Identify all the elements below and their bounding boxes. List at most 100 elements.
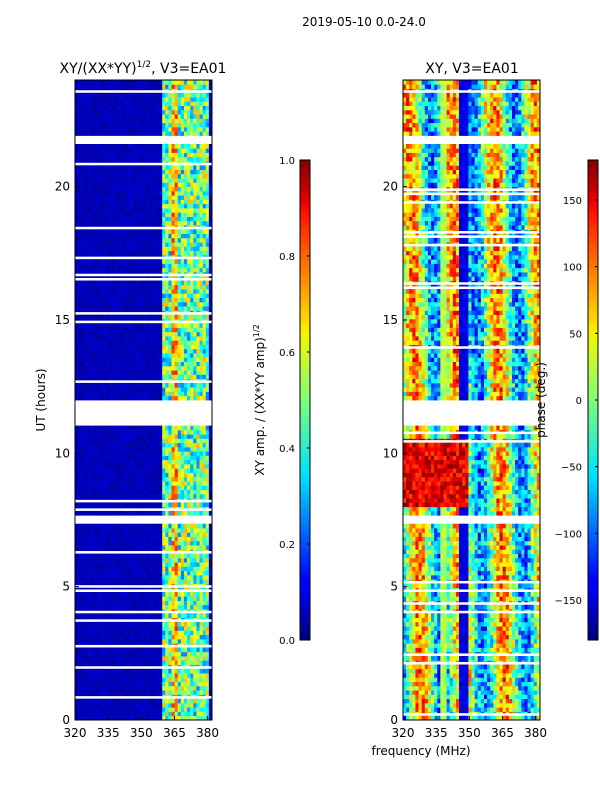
- heatmap-cell: [143, 425, 148, 431]
- heatmap-cell: [177, 553, 182, 559]
- heatmap-cell: [140, 374, 144, 380]
- heatmap-cell: [149, 353, 154, 358]
- heatmap-cell: [90, 331, 95, 337]
- heatmap-cell: [149, 587, 154, 590]
- heatmap-cell: [155, 297, 160, 303]
- heatmap-cell: [193, 429, 197, 435]
- heatmap-cell: [99, 604, 104, 610]
- heatmap-cell: [121, 455, 126, 461]
- heatmap-cell: [106, 643, 110, 645]
- heatmap-cell: [112, 289, 116, 294]
- heatmap-cell: [143, 485, 148, 490]
- heatmap-cell: [127, 425, 132, 431]
- heatmap-cell: [177, 280, 182, 286]
- heatmap-cell: [199, 638, 204, 644]
- heatmap-cell: [140, 199, 144, 205]
- heatmap-cell: [199, 327, 204, 333]
- heatmap-cell: [174, 434, 179, 439]
- heatmap-cell: [109, 348, 113, 354]
- heatmap-cell: [180, 344, 185, 350]
- heatmap-cell: [90, 502, 95, 508]
- heatmap-cell: [109, 600, 113, 606]
- heatmap-cell: [174, 203, 179, 209]
- heatmap-cell: [109, 711, 113, 717]
- heatmap-cell: [106, 545, 110, 550]
- heatmap-cell: [152, 336, 157, 341]
- heatmap-cell: [149, 314, 154, 320]
- heatmap-cell: [131, 267, 135, 273]
- heatmap-cell: [146, 429, 151, 435]
- heatmap-cell: [75, 536, 79, 542]
- heatmap-cell: [121, 472, 126, 478]
- heatmap-cell: [202, 395, 207, 401]
- heatmap-cell: [162, 523, 166, 529]
- heatmap-cell: [168, 660, 172, 665]
- heatmap-cell: [146, 327, 151, 333]
- heatmap-cell: [112, 442, 116, 448]
- heatmap-cell: [162, 365, 166, 371]
- heatmap-cell: [159, 668, 163, 674]
- heatmap-cell: [152, 229, 157, 234]
- heatmap-cell: [177, 570, 182, 576]
- heatmap-cell: [93, 557, 98, 563]
- heatmap-cell: [159, 446, 163, 452]
- heatmap-cell: [96, 536, 101, 542]
- heatmap-cell: [159, 451, 163, 456]
- heatmap-cell: [115, 685, 119, 691]
- heatmap-cell: [183, 293, 188, 298]
- heatmap-cell: [165, 668, 169, 674]
- heatmap-cell: [90, 250, 95, 256]
- heatmap-cell: [159, 656, 163, 661]
- heatmap-cell: [134, 643, 138, 645]
- heatmap-cell: [159, 690, 163, 695]
- heatmap-cell: [152, 634, 157, 640]
- heatmap-cell: [152, 259, 157, 264]
- heatmap-cell: [155, 301, 160, 307]
- heatmap-cell: [131, 485, 135, 490]
- heatmap-cell: [168, 284, 172, 290]
- heatmap-cell: [190, 643, 194, 645]
- heatmap-cell: [202, 429, 207, 435]
- heatmap-cell: [78, 280, 82, 286]
- heatmap-cell: [208, 574, 213, 580]
- heatmap-cell: [121, 656, 126, 661]
- heatmap-cell: [118, 656, 123, 661]
- heatmap-cell: [187, 570, 191, 576]
- heatmap-cell: [124, 510, 129, 516]
- heatmap-cell: [171, 545, 176, 550]
- heatmap-cell: [131, 293, 135, 298]
- heatmap-cell: [174, 647, 179, 653]
- heatmap-cell: [165, 583, 169, 586]
- heatmap-cell: [81, 323, 85, 328]
- heatmap-cell: [121, 643, 126, 645]
- heatmap-cell: [78, 600, 82, 606]
- heatmap-cell: [168, 336, 172, 341]
- heatmap-cell: [183, 498, 188, 500]
- heatmap-cell: [93, 310, 98, 313]
- heatmap-cell: [115, 498, 119, 500]
- heatmap-cell: [127, 609, 132, 611]
- heatmap-cell: [103, 208, 107, 213]
- heatmap-cell: [96, 570, 101, 576]
- heatmap-cell: [177, 532, 182, 537]
- heatmap-cell: [180, 348, 185, 354]
- heatmap-cell: [202, 481, 207, 486]
- heatmap-cell: [155, 634, 160, 640]
- heatmap-cell: [127, 481, 132, 486]
- heatmap-cell: [96, 220, 101, 226]
- heatmap-cell: [84, 203, 88, 209]
- heatmap-cell: [118, 638, 123, 644]
- heatmap-cell: [149, 259, 154, 264]
- heatmap-cell: [124, 592, 129, 597]
- heatmap-cell: [78, 365, 82, 371]
- heatmap-cell: [143, 557, 148, 563]
- heatmap-cell: [81, 583, 85, 586]
- heatmap-cell: [84, 502, 88, 508]
- heatmap-cell: [171, 242, 176, 247]
- heatmap-cell: [159, 438, 163, 444]
- heatmap-cell: [127, 374, 132, 380]
- heatmap-cell: [155, 340, 160, 345]
- heatmap-cell: [190, 557, 194, 563]
- heatmap-cell: [196, 357, 200, 362]
- heatmap-cell: [187, 331, 191, 337]
